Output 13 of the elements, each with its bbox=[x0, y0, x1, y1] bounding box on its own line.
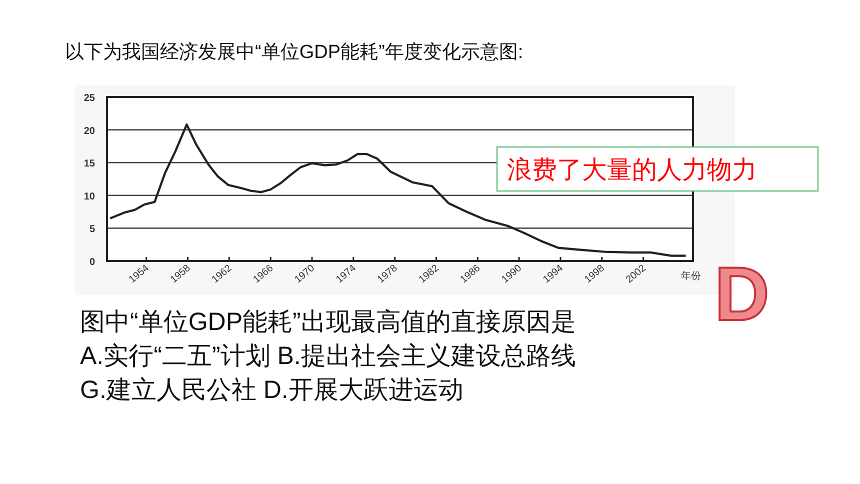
y-tick-label: 10 bbox=[84, 191, 96, 202]
text: G.建立人民公社 D.开展大跃进运动 bbox=[80, 376, 464, 404]
annotation: 浪费了大量的人力物力 bbox=[507, 156, 757, 184]
chart-title: 以下为我国经济发展中“单位GDP能耗”年度变化示意图: bbox=[65, 41, 524, 63]
text: 图中“单位GDP能耗”出现最高值的直接原因是 bbox=[80, 308, 576, 336]
x-axis-title: 年份 bbox=[681, 270, 701, 282]
y-tick-label: 25 bbox=[84, 93, 96, 104]
y-tick-label: 0 bbox=[89, 257, 96, 268]
text: D bbox=[714, 252, 770, 337]
y-tick-label: 20 bbox=[84, 126, 96, 137]
text: A.实行“二五”计划 B.提出社会主义建设总路线 bbox=[80, 342, 576, 370]
y-tick-label: 15 bbox=[84, 158, 96, 170]
y-tick-label: 5 bbox=[89, 224, 96, 236]
